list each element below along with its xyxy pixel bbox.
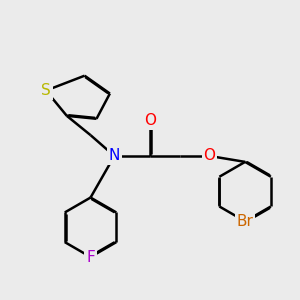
Text: O: O [144,113,156,128]
Text: N: N [109,148,120,164]
Text: S: S [41,83,51,98]
Text: O: O [203,148,215,164]
Text: Br: Br [237,214,254,229]
Text: F: F [86,250,95,265]
